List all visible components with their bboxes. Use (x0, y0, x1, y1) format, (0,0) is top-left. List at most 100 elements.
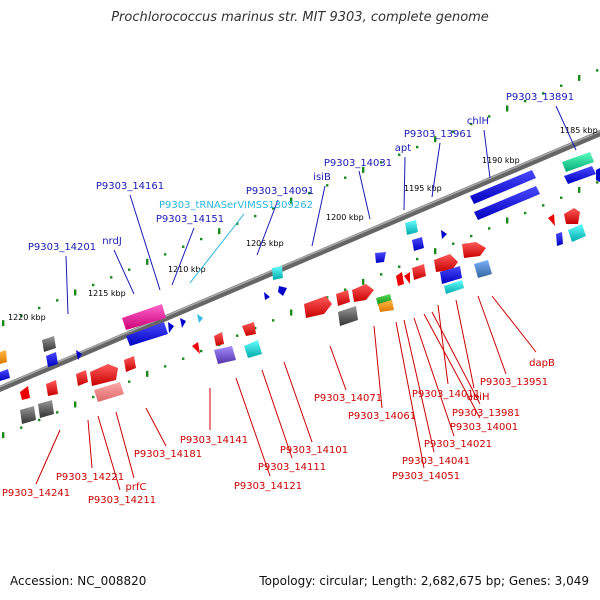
gene-nrdJ[interactable] (126, 322, 168, 346)
gene-14201-gray[interactable] (42, 336, 56, 352)
reverse-gene-label[interactable]: P9303_14021 (424, 439, 492, 450)
reverse-gene-label[interactable]: P9303_14001 (450, 422, 518, 433)
gene-chlH-a[interactable] (470, 170, 536, 204)
gene-14031[interactable] (375, 252, 386, 263)
gene-14241-d[interactable] (46, 380, 58, 396)
inner-tick (20, 426, 23, 429)
gene-14061[interactable] (352, 284, 374, 302)
inner-tick (272, 319, 275, 322)
gene-apt[interactable] (405, 220, 418, 235)
forward-gene-label[interactable]: nrdJ (102, 236, 122, 247)
forward-gene-label[interactable]: isiB (313, 172, 331, 183)
reverse-gene-label[interactable]: P9303_14241 (2, 488, 70, 499)
gene-dapB-cyan[interactable] (568, 224, 586, 242)
gene-14111[interactable] (242, 322, 256, 336)
gene-13891-teal[interactable] (562, 152, 594, 172)
reverse-gene-label[interactable]: P9303_14141 (180, 435, 248, 446)
gene-14201-arrow[interactable] (76, 350, 82, 360)
inner-tick (344, 288, 347, 291)
outer-tick (236, 222, 239, 225)
reverse-gene-label[interactable]: P9303_14111 (258, 462, 326, 473)
outer-tick (56, 299, 59, 302)
reverse-gene-label[interactable]: P9303_14181 (134, 449, 202, 460)
outer-tick (182, 245, 185, 248)
forward-gene-label[interactable]: P9303_14151 (156, 214, 224, 225)
gene-14071[interactable] (338, 306, 358, 326)
forward-gene-label[interactable]: P9303_13961 (404, 129, 472, 140)
gene-14181[interactable] (124, 356, 136, 372)
reverse-gene-label[interactable]: P9303_14011 (412, 389, 480, 400)
forward-gene-label[interactable]: P9303_14161 (96, 181, 164, 192)
reverse-gene-label[interactable]: P9303_14121 (234, 481, 302, 492)
gene-13961-arrow[interactable] (441, 230, 447, 239)
gene-14091-2[interactable] (278, 286, 287, 296)
gene-13891-blue[interactable] (564, 166, 596, 184)
gene-14151-arrow2[interactable] (180, 318, 186, 328)
forward-gene-label[interactable]: P9303_14091 (246, 186, 314, 197)
gene-13951[interactable] (474, 260, 492, 278)
gene-13981[interactable] (440, 266, 462, 284)
gene-14041[interactable] (396, 272, 404, 286)
forward-leader-line (129, 194, 161, 291)
tick-label: 1190 kbp (482, 156, 520, 165)
gene-left-orange[interactable] (0, 350, 7, 364)
reverse-gene-label[interactable]: P9303_14051 (392, 471, 460, 482)
gene-isiB[interactable] (264, 292, 270, 300)
outer-tick (416, 145, 419, 149)
reverse-leader-line (35, 429, 61, 485)
gene-tRNA[interactable] (197, 314, 203, 323)
reverse-gene-label[interactable]: P9303_14041 (402, 456, 470, 467)
reverse-gene-label[interactable]: P9303_13951 (480, 377, 548, 388)
reverse-gene-label[interactable]: P9303_14211 (88, 495, 156, 506)
gene-14241[interactable] (38, 400, 54, 418)
gene-14021[interactable] (412, 264, 426, 280)
gene-14001[interactable] (444, 280, 464, 294)
outer-tick (506, 105, 509, 112)
gene-14051-orange[interactable] (378, 300, 394, 312)
gene-14221[interactable] (76, 370, 88, 386)
reverse-gene-label[interactable]: P9303_14221 (56, 472, 124, 483)
gene-chlH-b[interactable] (474, 186, 540, 220)
gene-14061-b[interactable] (336, 290, 350, 306)
gene-14071-b[interactable] (304, 296, 332, 318)
reverse-gene-label[interactable]: P9303_14071 (314, 393, 382, 404)
gene-left-blue[interactable] (0, 369, 10, 381)
tick-label: 1205 kbp (246, 239, 284, 248)
gene-14241-b[interactable] (20, 406, 36, 424)
inner-tick (506, 217, 509, 224)
gene-dapB-2[interactable] (564, 208, 580, 224)
gene-14121[interactable] (214, 346, 236, 364)
gene-14011[interactable] (434, 254, 458, 272)
gene-14201-blue[interactable] (46, 352, 58, 367)
forward-gene-label[interactable]: P9303_13891 (506, 92, 574, 103)
gene-14141[interactable] (192, 342, 200, 354)
gene-dapB-1[interactable] (548, 214, 555, 226)
forward-gene-label[interactable]: P9303_tRNASerVIMSS1309262 (159, 200, 313, 211)
gene-right-blue-arrow[interactable] (596, 168, 600, 182)
gene-ubiH[interactable] (462, 242, 486, 258)
gene-14151-arrow[interactable] (168, 322, 174, 333)
gene-14101[interactable] (244, 340, 262, 358)
gene-apt-2[interactable] (412, 237, 424, 251)
inner-tick (236, 334, 239, 337)
forward-gene-label[interactable]: P9303_14031 (324, 158, 392, 169)
forward-gene-label[interactable]: chlH (467, 116, 489, 127)
reverse-gene-label[interactable]: prfC (126, 482, 147, 493)
gene-14241-c[interactable] (20, 386, 30, 400)
forward-gene-label[interactable]: apt (395, 143, 411, 154)
gene-14211[interactable] (94, 382, 124, 402)
gene-14161-mag[interactable] (122, 304, 166, 330)
outer-tick (578, 74, 581, 81)
gene-14121-b[interactable] (214, 332, 224, 346)
forward-gene-label[interactable]: P9303_14201 (28, 242, 96, 253)
reverse-gene-label[interactable]: P9303_14061 (348, 411, 416, 422)
gene-14041-b[interactable] (404, 272, 410, 284)
gene-14091[interactable] (272, 266, 283, 280)
gene-dapB-blue[interactable] (556, 232, 563, 246)
reverse-gene-label[interactable]: P9303_14101 (280, 445, 348, 456)
reverse-gene-label[interactable]: ubiH (467, 392, 490, 403)
reverse-gene-label[interactable]: P9303_13981 (452, 408, 520, 419)
gene-prfC[interactable] (90, 364, 118, 386)
outer-tick (146, 258, 149, 265)
reverse-gene-label[interactable]: dapB (529, 358, 555, 369)
